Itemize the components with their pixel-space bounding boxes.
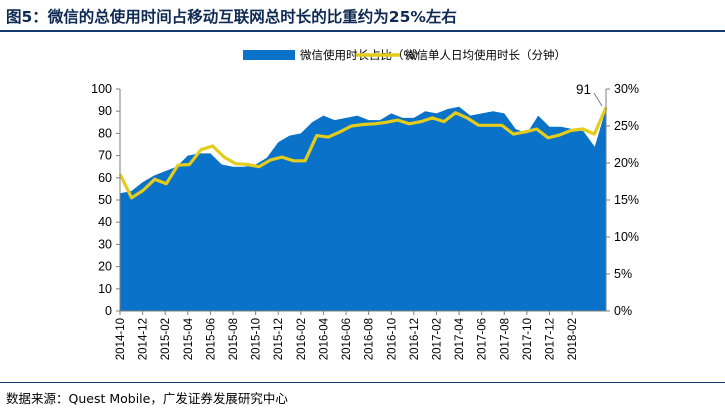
source-note: 数据来源：Quest Mobile，广发证券发展研究中心: [6, 391, 288, 406]
share-area: [120, 106, 606, 311]
x-tick-label: 2015-10: [251, 318, 263, 360]
x-tick-label: 2016-02: [296, 318, 308, 360]
annotation-label: 91: [576, 82, 591, 97]
y-left-tick-label: 30: [98, 237, 112, 251]
x-tick-label: 2015-04: [183, 317, 195, 360]
y-right-tick-label: 15%: [614, 193, 639, 207]
y-left-tick-label: 90: [98, 104, 112, 118]
y-left-tick-label: 40: [98, 215, 112, 229]
y-right-tick-label: 20%: [614, 156, 639, 170]
legend-swatch-share: [243, 50, 295, 60]
source-divider: [0, 382, 725, 383]
x-tick-label: 2015-12: [273, 318, 285, 360]
x-tick-label: 2015-08: [228, 318, 240, 360]
y-right-tick-label: 10%: [614, 230, 639, 244]
x-tick-label: 2015-02: [160, 318, 172, 360]
x-tick-label: 2016-10: [386, 318, 398, 360]
x-tick-label: 2016-06: [341, 318, 353, 360]
x-tick-label: 2016-04: [318, 317, 330, 360]
y-left-tick-label: 20: [98, 260, 112, 274]
y-left-tick-label: 10: [98, 282, 112, 296]
annotation-leader: [593, 92, 603, 107]
x-tick-label: 2016-08: [364, 318, 376, 360]
y-right-tick-label: 5%: [614, 267, 632, 281]
y-right-tick-label: 0%: [614, 304, 632, 318]
y-right-tick-label: 25%: [614, 119, 639, 133]
x-tick-label: 2017-04: [454, 317, 466, 360]
x-tick-label: 2017-10: [522, 318, 534, 360]
x-tick-label: 2017-08: [499, 318, 511, 360]
x-tick-label: 2014-10: [115, 318, 127, 360]
y-left-tick-label: 80: [98, 126, 112, 140]
title-divider: [0, 30, 725, 32]
y-left-tick-label: 0: [105, 304, 112, 318]
x-tick-label: 2014-12: [138, 318, 150, 360]
y-left-tick-label: 50: [98, 193, 112, 207]
x-tick-label: 2017-06: [477, 318, 489, 360]
y-right-tick-label: 30%: [614, 82, 639, 96]
chart: 微信使用时长占比（%） 微信单人日均使用时长（分钟） 0 10 20 30 40 50 60…: [91, 48, 639, 360]
legend-label-minutes: 微信单人日均使用时长（分钟）: [405, 48, 566, 62]
y-left-tick-label: 70: [98, 149, 112, 163]
x-tick-label: 2017-12: [544, 318, 556, 360]
y-left-tick-label: 100: [91, 82, 112, 96]
x-tick-label: 2018-02: [567, 318, 579, 360]
x-tick-label: 2015-06: [205, 318, 217, 360]
x-tick-label: 2016-12: [409, 318, 421, 360]
page-title: 图5：微信的总使用时间占移动互联网总时长的比重约为25%左右: [6, 8, 457, 26]
legend: 微信使用时长占比（%） 微信单人日均使用时长（分钟）: [243, 48, 566, 62]
x-tick-label: 2017-02: [431, 318, 443, 360]
minutes-line: [118, 106, 608, 200]
y-left-tick-label: 60: [98, 171, 112, 185]
